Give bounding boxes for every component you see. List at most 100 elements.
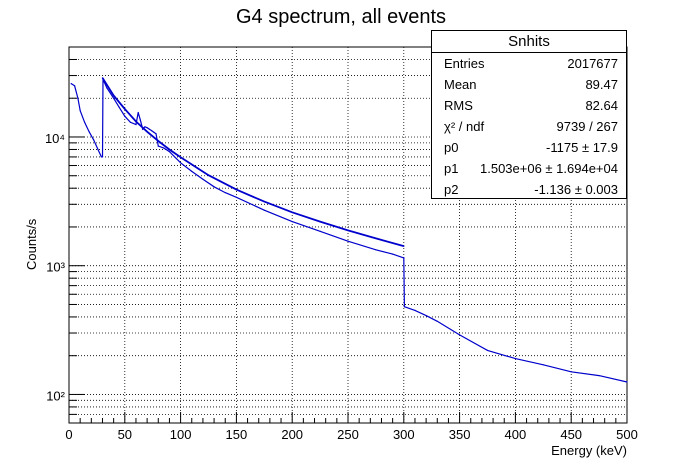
stats-value: -1.136 ± 0.003 bbox=[534, 182, 618, 197]
stats-row: p0 -1175 ± 17.9 bbox=[432, 137, 626, 158]
histogram-point bbox=[144, 126, 146, 128]
fit-point bbox=[124, 108, 126, 110]
histogram-point bbox=[77, 97, 79, 99]
y-tick-label: 10³ bbox=[46, 260, 65, 275]
histogram-point bbox=[180, 162, 182, 164]
x-axis-label: Energy (keV) bbox=[551, 443, 627, 458]
stats-row: Mean 89.47 bbox=[432, 74, 626, 95]
fit-point bbox=[168, 148, 170, 151]
stats-value: 89.47 bbox=[585, 77, 618, 92]
histogram-point bbox=[155, 133, 157, 135]
x-tick-label: 0 bbox=[65, 427, 72, 442]
histogram-point bbox=[79, 110, 81, 112]
x-tick-labels: 0 50 100 150 200 250 300 350 400 450 500 bbox=[65, 427, 637, 442]
stats-label: Entries bbox=[444, 56, 485, 71]
histogram-point bbox=[570, 371, 572, 373]
x-tick-label: 100 bbox=[170, 427, 192, 442]
stats-value: 82.64 bbox=[585, 98, 618, 113]
histogram-point bbox=[70, 83, 72, 85]
fit-point bbox=[101, 77, 104, 79]
histogram-point bbox=[135, 123, 137, 126]
stats-label: p2 bbox=[444, 182, 459, 197]
histogram-point bbox=[392, 253, 394, 255]
stats-value: -1175 ± 17.9 bbox=[546, 140, 618, 155]
stats-label: Mean bbox=[444, 77, 477, 92]
fit-point bbox=[180, 156, 182, 158]
histogram-point bbox=[137, 111, 139, 114]
histogram-point bbox=[163, 147, 165, 149]
histogram-point bbox=[291, 221, 293, 223]
stats-value: 9739 / 267 bbox=[556, 119, 618, 134]
histogram-point bbox=[425, 315, 427, 317]
fit-point bbox=[403, 245, 405, 247]
chart-title: G4 spectrum, all events bbox=[236, 6, 446, 28]
x-tick-label: 300 bbox=[393, 427, 415, 442]
stats-label: p0 bbox=[444, 140, 459, 155]
histogram-point bbox=[157, 145, 159, 147]
fit-point bbox=[319, 221, 321, 223]
x-tick-label: 350 bbox=[449, 427, 471, 442]
stats-box: Snhits Entries 2017677 Mean 89.47 RMS 82.64… bbox=[431, 30, 627, 199]
histogram-point bbox=[153, 131, 155, 133]
stats-row: p2 -1.136 ± 0.003 bbox=[432, 179, 626, 200]
histogram-point bbox=[88, 131, 90, 133]
histogram-point bbox=[148, 128, 150, 130]
fit-point bbox=[135, 120, 137, 123]
histogram-point bbox=[124, 115, 126, 117]
histogram-point bbox=[202, 178, 204, 180]
histogram-point bbox=[542, 364, 544, 366]
y-tick-label: 10² bbox=[46, 388, 65, 403]
histogram-point bbox=[101, 156, 104, 158]
fit-point bbox=[157, 140, 159, 142]
y-tick-label: 10⁴ bbox=[45, 131, 65, 146]
histogram-point bbox=[598, 375, 600, 377]
histogram-point bbox=[436, 320, 438, 322]
y-tick-labels: 10² 10³ 10⁴ bbox=[45, 131, 66, 403]
histogram-point bbox=[263, 209, 265, 211]
fit-point bbox=[235, 189, 237, 191]
histogram-point bbox=[113, 97, 115, 99]
stats-value: 1.503e+06 ± 1.694e+04 bbox=[480, 161, 618, 176]
x-tick-label: 50 bbox=[118, 427, 132, 442]
histogram-point bbox=[414, 309, 416, 311]
fit-point bbox=[113, 94, 115, 97]
histogram-point bbox=[514, 358, 517, 360]
histogram-point bbox=[403, 306, 405, 308]
stats-box-title: Snhits bbox=[432, 31, 626, 53]
y-axis-label: Counts/s bbox=[24, 218, 39, 270]
histogram-point bbox=[106, 87, 108, 89]
histogram-point bbox=[626, 381, 628, 383]
histogram-point bbox=[74, 85, 76, 87]
fit-point bbox=[375, 237, 377, 239]
fit-point bbox=[347, 229, 349, 231]
histogram-point bbox=[118, 106, 120, 108]
histogram-point bbox=[100, 156, 102, 158]
histogram-point bbox=[93, 139, 95, 141]
x-tick-label: 150 bbox=[226, 427, 248, 442]
histogram-point bbox=[486, 349, 489, 351]
x-tick-label: 500 bbox=[616, 427, 638, 442]
histogram-point bbox=[97, 148, 99, 151]
histogram-point bbox=[375, 249, 377, 251]
fit-curve bbox=[101, 77, 405, 247]
stats-value: 2017677 bbox=[567, 56, 618, 71]
data-series bbox=[70, 77, 628, 383]
histogram-point bbox=[151, 130, 153, 132]
histogram-point bbox=[459, 334, 461, 336]
stats-row: Entries 2017677 bbox=[432, 53, 626, 74]
histogram-point bbox=[213, 186, 215, 188]
fit-point bbox=[146, 131, 148, 133]
histogram-point bbox=[403, 257, 405, 259]
stats-label: p1 bbox=[444, 161, 459, 176]
stats-row: p1 1.503e+06 ± 1.694e+04 bbox=[432, 158, 626, 179]
x-tick-label: 400 bbox=[505, 427, 527, 442]
histogram-point bbox=[84, 121, 86, 123]
histogram-point bbox=[347, 240, 349, 242]
stats-label: χ² / ndf bbox=[444, 119, 485, 134]
histogram-point bbox=[235, 196, 237, 198]
stats-row: RMS 82.64 bbox=[432, 95, 626, 116]
histogram-point bbox=[224, 192, 226, 194]
fit-point bbox=[263, 201, 265, 203]
x-tick-label: 250 bbox=[337, 427, 359, 442]
histogram-point bbox=[168, 151, 170, 153]
